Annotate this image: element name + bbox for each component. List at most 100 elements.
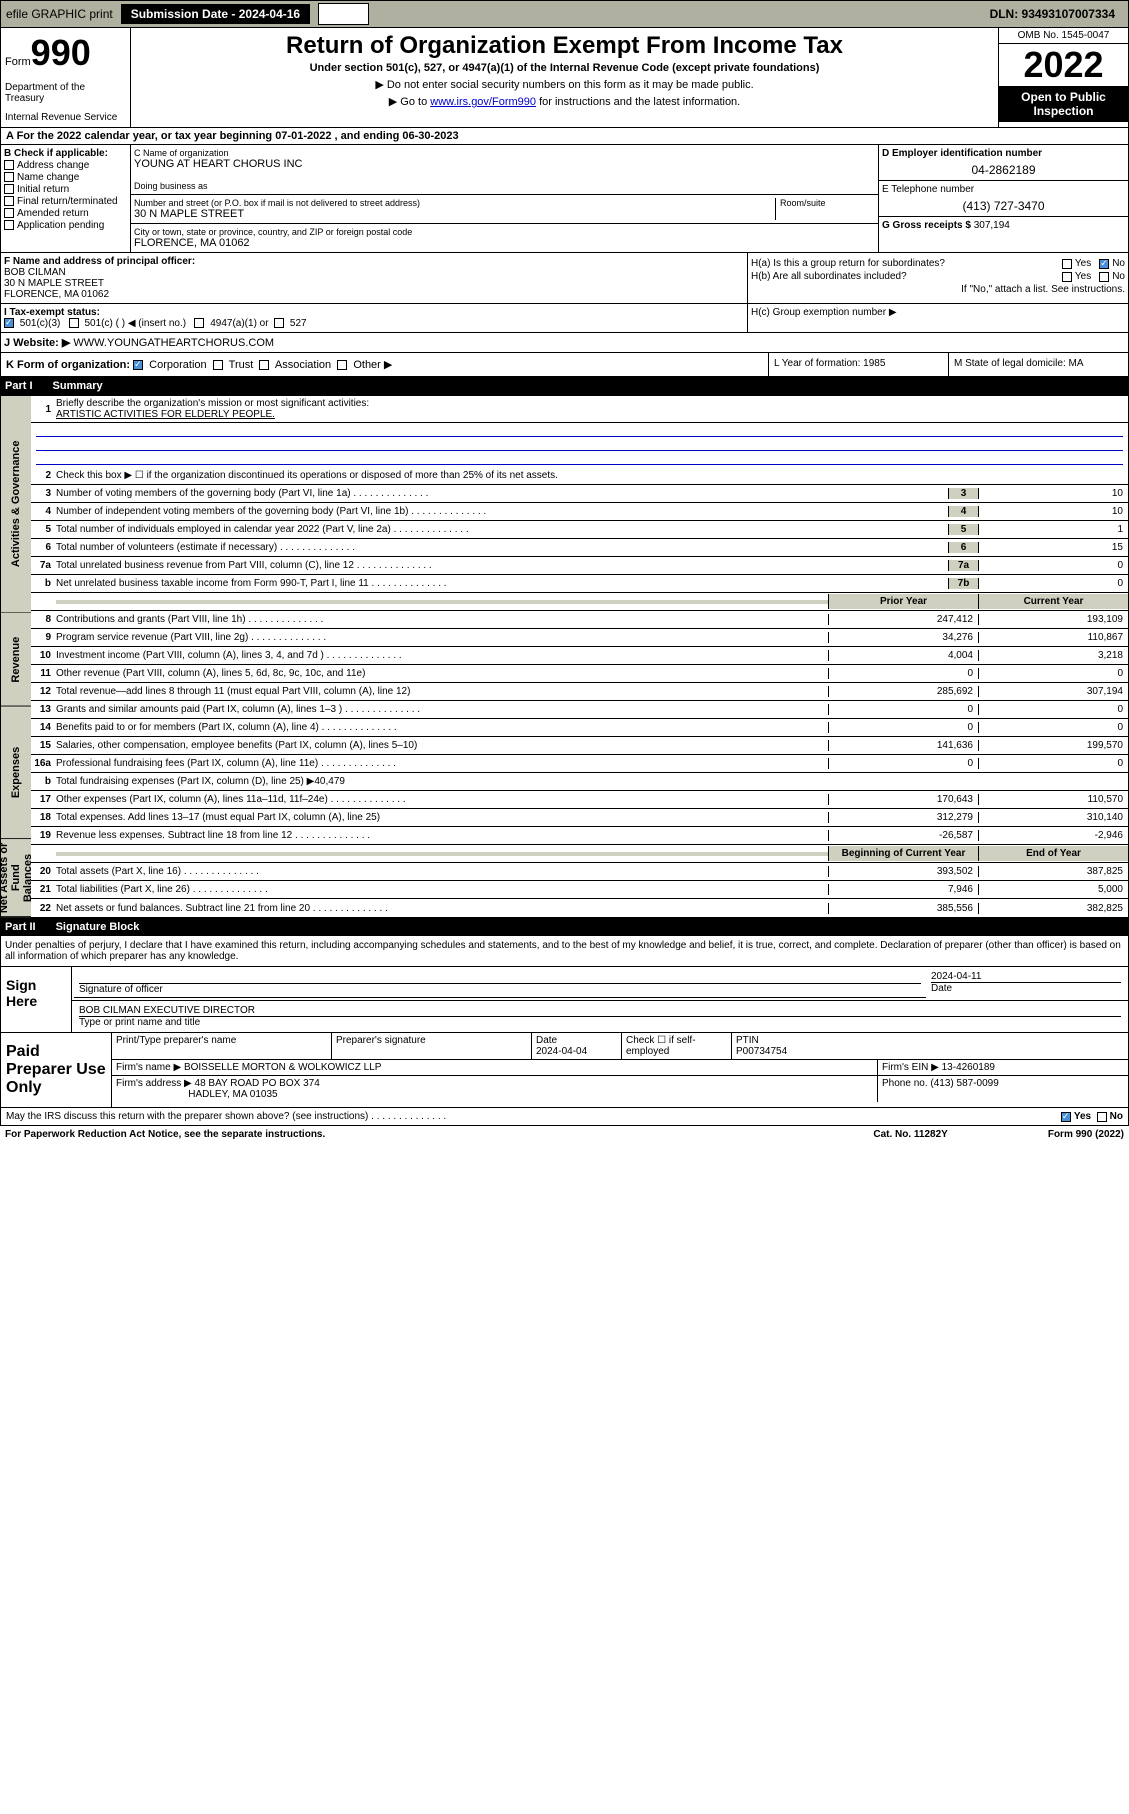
discuss-no[interactable] (1097, 1112, 1107, 1122)
firm-ein: 13-4260189 (942, 1062, 995, 1073)
part1-title: Summary (53, 380, 103, 392)
527-chk[interactable] (274, 318, 284, 328)
website-val: WWW.YOUNGATHEARTCHORUS.COM (73, 337, 274, 349)
trust-chk[interactable] (213, 360, 223, 370)
firm-ein-label: Firm's EIN ▶ (882, 1062, 939, 1073)
c15: 199,570 (978, 740, 1128, 751)
vert-net: Net Assets or Fund Balances (1, 839, 31, 917)
officer-name-title: BOB CILMAN EXECUTIVE DIRECTOR (79, 1005, 1121, 1016)
top-bar: efile GRAPHIC print Submission Date - 20… (0, 0, 1129, 28)
blank-box (318, 3, 369, 25)
line7b: Net unrelated business taxable income fr… (56, 576, 948, 591)
f-label: F Name and address of principal officer: (4, 256, 195, 267)
ein-val: 04-2862189 (882, 163, 1125, 177)
date-label: Date (931, 982, 1121, 994)
prep-date: 2024-04-04 (536, 1046, 587, 1057)
c13: 0 (978, 704, 1128, 715)
subtitle: Under section 501(c), 527, or 4947(a)(1)… (135, 62, 994, 74)
line2: Check this box ▶ ☐ if the organization d… (56, 468, 1128, 483)
hb-no[interactable] (1099, 272, 1109, 282)
name-change-opt[interactable]: Name change (4, 172, 127, 183)
p22: 385,556 (828, 903, 978, 914)
p12: 285,692 (828, 686, 978, 697)
hb-label: H(b) Are all subordinates included? (751, 271, 1054, 282)
p19: -26,587 (828, 830, 978, 841)
c20: 387,825 (978, 866, 1128, 877)
line13: Grants and similar amounts paid (Part IX… (56, 702, 828, 717)
penalties-text: Under penalties of perjury, I declare th… (0, 936, 1129, 967)
v7b: 0 (978, 578, 1128, 589)
assoc-chk[interactable] (259, 360, 269, 370)
self-emp-h: Check ☐ if self-employed (622, 1033, 732, 1059)
paid-preparer-section: Paid Preparer Use Only Print/Type prepar… (0, 1033, 1129, 1108)
b-label: B Check if applicable: (4, 148, 108, 159)
note1: ▶ Do not enter social security numbers o… (135, 78, 994, 91)
p20: 393,502 (828, 866, 978, 877)
note2: ▶ Go to www.irs.gov/Form990 for instruct… (135, 95, 994, 108)
v5: 1 (978, 524, 1128, 535)
final-opt[interactable]: Final return/terminated (4, 196, 127, 207)
irs-label: Internal Revenue Service (5, 112, 126, 123)
amended-opt[interactable]: Amended return (4, 208, 127, 219)
org-name: YOUNG AT HEART CHORUS INC (134, 158, 875, 170)
c18: 310,140 (978, 812, 1128, 823)
line8: Contributions and grants (Part VIII, lin… (56, 612, 828, 627)
line9: Program service revenue (Part VIII, line… (56, 630, 828, 645)
prior-header: Prior Year (828, 594, 978, 609)
note2-pre: ▶ Go to (389, 96, 430, 108)
row-a-text: A For the 2022 calendar year, or tax yea… (6, 130, 459, 142)
row-j: J Website: ▶ WWW.YOUNGATHEARTCHORUS.COM (0, 333, 1129, 353)
street-val: 30 N MAPLE STREET (134, 208, 775, 220)
firm-phone-label: Phone no. (882, 1078, 928, 1089)
discuss-text: May the IRS discuss this return with the… (6, 1111, 1061, 1122)
v4: 10 (978, 506, 1128, 517)
section-fh: F Name and address of principal officer:… (0, 253, 1129, 304)
summary-table: Activities & Governance Revenue Expenses… (0, 395, 1129, 918)
note2-post: for instructions and the latest informat… (536, 96, 740, 108)
hb-yes[interactable] (1062, 272, 1072, 282)
initial-opt[interactable]: Initial return (4, 184, 127, 195)
501c3-chk[interactable] (4, 318, 14, 328)
corp-chk[interactable] (133, 360, 143, 370)
tax-year: 2022 (999, 44, 1128, 86)
end-header: End of Year (978, 846, 1128, 861)
c19: -2,946 (978, 830, 1128, 841)
line20: Total assets (Part X, line 16) (56, 864, 828, 879)
preparer-name-h: Print/Type preparer's name (112, 1033, 332, 1059)
ha-no[interactable] (1099, 259, 1109, 269)
sig-date: 2024-04-11 (931, 971, 1121, 982)
submission-date-btn[interactable]: Submission Date - 2024-04-16 (121, 4, 310, 24)
c16a: 0 (978, 758, 1128, 769)
efile-label: efile GRAPHIC print (6, 7, 113, 21)
addr-change-opt[interactable]: Address change (4, 160, 127, 171)
line18: Total expenses. Add lines 13–17 (must eq… (56, 810, 828, 825)
ptin-val: P00734754 (736, 1046, 787, 1057)
4947-chk[interactable] (194, 318, 204, 328)
firm-label: Firm's name ▶ (116, 1062, 181, 1073)
phone-val: (413) 727-3470 (882, 199, 1125, 213)
sign-section: Sign Here Signature of officer 2024-04-1… (0, 967, 1129, 1033)
irs-link[interactable]: www.irs.gov/Form990 (430, 96, 536, 108)
form-prefix: Form (5, 56, 31, 68)
sig-label: Signature of officer (79, 983, 921, 995)
date-h: Date (536, 1035, 557, 1046)
room-label: Room/suite (780, 198, 875, 208)
ha-yes[interactable] (1062, 259, 1072, 269)
row-ij: I Tax-exempt status: 501(c)(3) 501(c) ( … (0, 304, 1129, 333)
part2-header: Part II Signature Block (0, 918, 1129, 936)
p8: 247,412 (828, 614, 978, 625)
discuss-row: May the IRS discuss this return with the… (0, 1108, 1129, 1126)
p11: 0 (828, 668, 978, 679)
line17: Other expenses (Part IX, column (A), lin… (56, 792, 828, 807)
dept-label: Department of the Treasury (5, 82, 126, 104)
part1-header: Part I Summary (0, 377, 1129, 395)
line12: Total revenue—add lines 8 through 11 (mu… (56, 684, 828, 699)
p13: 0 (828, 704, 978, 715)
pending-opt[interactable]: Application pending (4, 220, 127, 231)
other-chk[interactable] (337, 360, 347, 370)
row-klm: K Form of organization: Corporation Trus… (0, 353, 1129, 377)
discuss-yes[interactable] (1061, 1112, 1071, 1122)
k-label: K Form of organization: (6, 359, 130, 371)
ptin-h: PTIN (736, 1035, 759, 1046)
501c-chk[interactable] (69, 318, 79, 328)
